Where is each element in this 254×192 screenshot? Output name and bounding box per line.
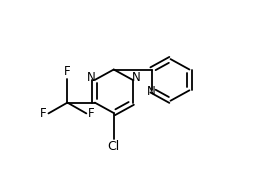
- Text: Cl: Cl: [108, 140, 120, 153]
- Text: F: F: [40, 107, 46, 120]
- Text: N: N: [132, 71, 140, 84]
- Text: F: F: [88, 107, 95, 120]
- Text: F: F: [64, 65, 71, 78]
- Text: N: N: [147, 85, 156, 98]
- Text: N: N: [87, 71, 96, 84]
